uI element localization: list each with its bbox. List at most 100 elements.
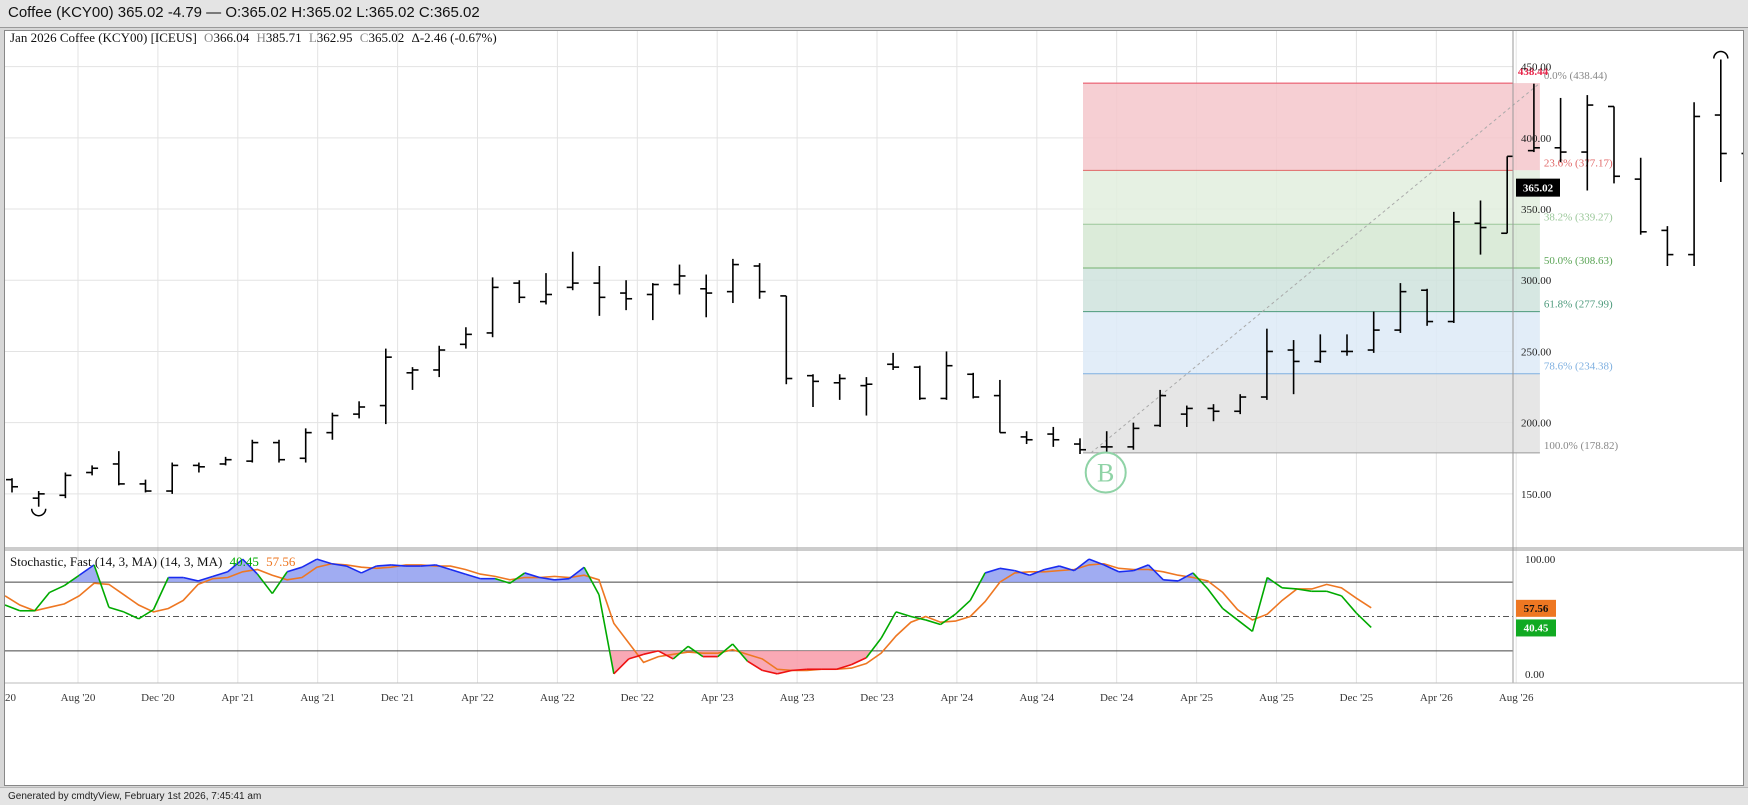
ohlc-bar [59,472,72,499]
fib-level-label: 50.0% (308.63) [1544,255,1613,267]
ohlc-bar [486,277,499,338]
y-tick-label: 300.00 [1521,275,1552,287]
chart-svg[interactable]: 0.0% (438.44) 23.6% (377.17) 38.2% (339.27… [4,30,1748,785]
stoch-k-segment [554,577,570,581]
ohlc-bar [753,263,766,299]
stoch-k-segment [1192,572,1209,590]
stoch-k-segment [524,572,540,579]
x-tick-label: Apr '26 [1420,692,1453,704]
fib-zone [1083,170,1540,225]
x-tick-label: Dec '22 [621,692,654,704]
ohlc-bar [1714,59,1727,182]
fibonacci-retracement[interactable]: 0.0% (438.44) 23.6% (377.17) 38.2% (339.27… [1083,66,1618,454]
stoch-k-segment [465,573,481,580]
x-tick-label: Aug '25 [1259,692,1294,704]
stoch-k-segment [791,668,807,672]
stochastic-k-value: 40.45 [230,554,259,569]
x-tick-label: Dec '25 [1340,692,1374,704]
ohlc-bar [1474,200,1487,255]
fib-zone [1083,267,1540,312]
stoch-k-segment [316,558,332,565]
chart-frame[interactable]: 0.0% (438.44) 23.6% (377.17) 38.2% (339.27… [4,30,1748,786]
ohlc-bar [326,412,339,440]
stoch-k-segment [108,606,125,613]
stoch-k-segment [999,567,1015,572]
price-legend: Jan 2026 Coffee (KCY00) [ICEUS] O366.04 … [10,31,497,45]
stochastic-legend: Stochastic, Fast (14, 3, MA) (14, 3, MA)… [10,554,296,569]
stoch-k-segment [1014,569,1030,576]
stoch-k-segment [93,564,110,608]
stoch-k-segment [1222,607,1239,621]
stochastic-panel [4,558,1513,675]
stoch-k-segment [242,558,259,575]
ohlc-bar [1074,438,1086,454]
stoch-k-segment [1237,619,1253,633]
stoch-k-segment [568,566,585,580]
x-tick-label: Dec '20 [141,692,175,704]
ohlc-bar [726,258,739,304]
stoch-k-segment [331,562,347,567]
ohlc-bar [1127,422,1140,450]
stoch-k-segment [271,571,288,595]
ohlc-bar [112,451,125,486]
ohlc-bar [540,273,552,305]
stoch-k-segment [598,594,615,674]
stoch-k-segment [910,615,926,621]
stoch-k-segment [420,564,436,567]
ohlc-bar [1608,105,1620,184]
stoch-k-segment [628,653,644,660]
stoch-k-tag [1516,619,1556,637]
ohlc-bar [379,348,392,425]
ohlc-bar [1154,389,1167,427]
stoch-d-tag-label: 57.56 [1524,603,1549,615]
swing-low-marker [30,508,47,517]
y-tick-label: 350.00 [1521,204,1552,216]
stoch-k-segment [376,564,392,567]
ohlc-bar [1581,95,1594,191]
stoch-k-segment [1088,558,1105,566]
window-title: Coffee (KCY00) 365.02 -4.79 — O:365.02 H… [0,0,1748,28]
stoch-k-segment [1133,564,1149,572]
x-tick-label: Apr '24 [940,692,973,704]
last-price-tag [1516,178,1560,197]
stoch-k-segment [34,591,51,612]
stoch-k-segment [1251,577,1269,632]
x-tick-label: Aug '23 [780,692,815,704]
stoch-k-segment [1207,588,1224,609]
stoch-k-segment [1118,569,1134,573]
stoch-k-segment [687,645,704,658]
stoch-k-segment [78,564,95,576]
y-tick-label: 150.00 [1521,489,1552,501]
stoch-k-segment [1266,576,1283,589]
stoch-k-segment [762,669,778,675]
ohlc-bar [1688,102,1701,266]
x-tick-label: Aug '24 [1019,692,1054,704]
x-tick-label: Aug '22 [540,692,575,704]
stoch-k-segment [613,658,630,675]
ohlc-bar [219,456,232,466]
last-price-label: 365.02 [1523,183,1554,195]
high-value: 385.71 [266,31,302,45]
stoch-k-segment [1029,568,1045,576]
ohlc-bar [513,280,526,304]
axes: Aug '20 Dec '20 Apr '21 Aug '21 Dec '21 Apr '… [5,31,1743,704]
stoch-k-segment [1326,590,1342,597]
y-tick-label: 450.00 [1521,62,1552,74]
ohlc-bar [1741,99,1748,155]
stoch-k-segment [643,650,659,656]
x-tick-label: Dec '21 [381,692,414,704]
ohlc-bar [1447,211,1460,323]
stoch-k-segment [435,564,451,571]
fib-level-label: 78.6% (234.38) [1544,361,1613,373]
ohlc-bar [192,462,205,473]
stoch-k-segment [1282,587,1298,590]
fib-trend-line [1090,82,1541,454]
ohlc-bar [940,351,953,400]
ohlc-bar [246,439,259,463]
stoch-k-segment [212,571,228,578]
ohlc-bar [459,327,472,349]
stoch-k-segment [539,576,555,581]
stoch-k-segment [361,565,377,574]
stoch-k-tag-label: 40.45 [1524,622,1549,634]
stoch-k-segment [747,660,763,672]
